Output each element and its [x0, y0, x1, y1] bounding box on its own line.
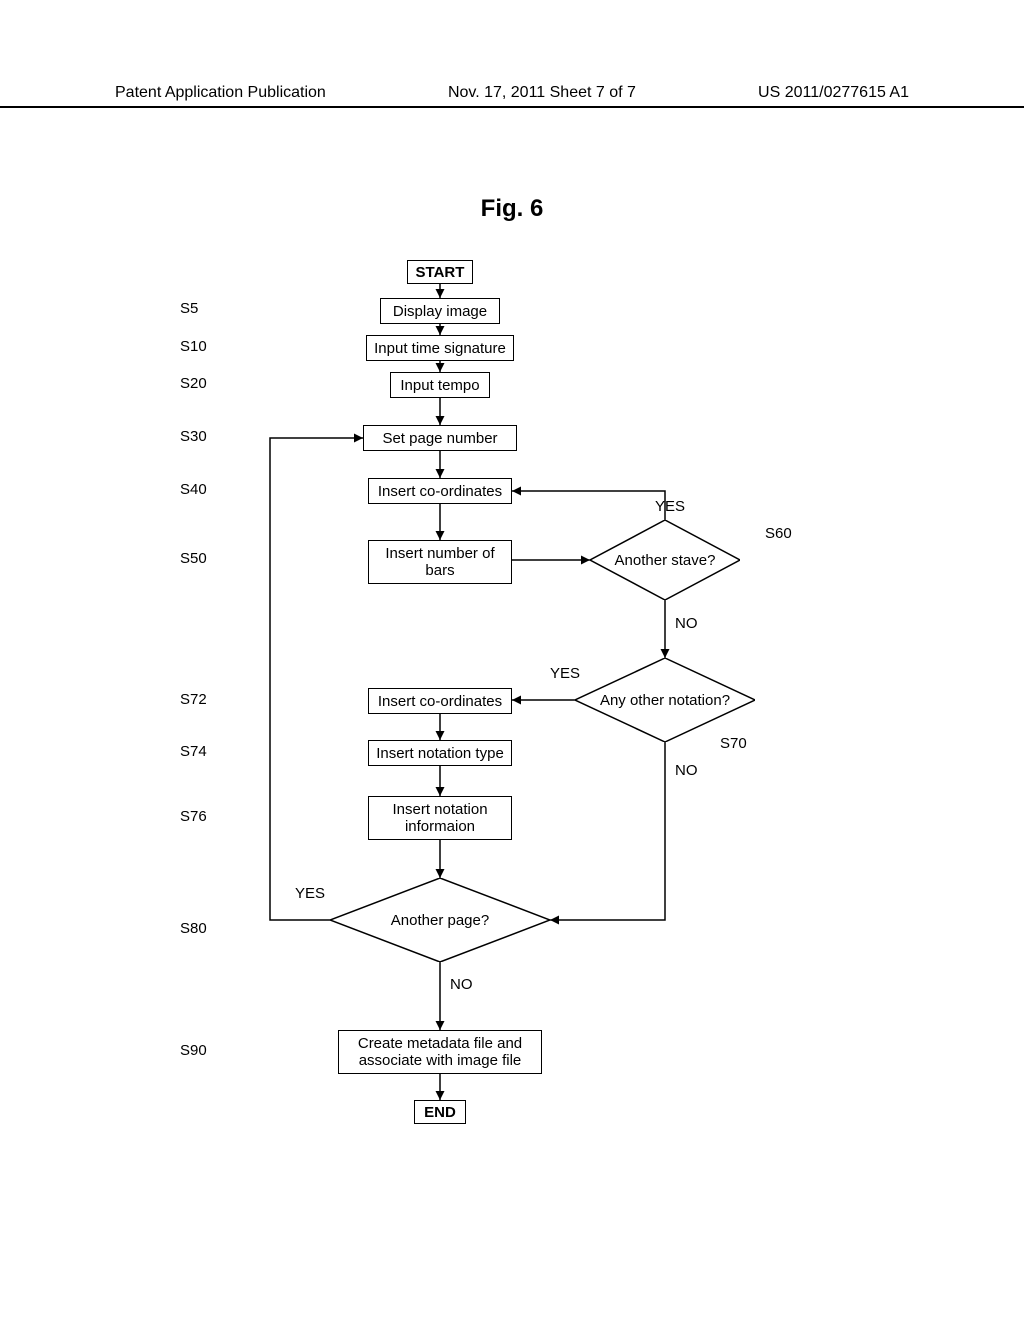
label-s72: S72: [180, 691, 207, 708]
node-s40: Insert co-ordinates: [368, 478, 512, 504]
label-s80: S80: [180, 920, 207, 937]
flowchart: START Display image Input time signature…: [100, 260, 880, 1200]
label-s50: S50: [180, 550, 207, 567]
node-s74: Insert notation type: [368, 740, 512, 766]
header-right: US 2011/0277615 A1: [758, 84, 909, 102]
header-left: Patent Application Publication: [115, 84, 326, 102]
s70-yes: YES: [550, 665, 580, 682]
label-s60: S60: [765, 525, 792, 542]
label-s90: S90: [180, 1042, 207, 1059]
decision-s80-text: Another page?: [391, 912, 489, 929]
s80-no: NO: [450, 976, 473, 993]
label-s20: S20: [180, 375, 207, 392]
decision-s70-text: Any other notation?: [600, 692, 730, 709]
header-mid: Nov. 17, 2011 Sheet 7 of 7: [448, 84, 636, 102]
decision-s80: Another page?: [330, 878, 550, 962]
label-s10: S10: [180, 338, 207, 355]
node-start: START: [407, 260, 473, 284]
decision-s70: Any other notation?: [575, 658, 755, 742]
node-s72: Insert co-ordinates: [368, 688, 512, 714]
page-header: Patent Application Publication Nov. 17, …: [0, 84, 1024, 108]
figure-title: Fig. 6: [0, 195, 1024, 223]
node-s10: Input time signature: [366, 335, 514, 361]
label-s76: S76: [180, 808, 207, 825]
s60-yes: YES: [655, 498, 685, 515]
node-s20: Input tempo: [390, 372, 490, 398]
node-s90: Create metadata file and associate with …: [338, 1030, 542, 1074]
label-s74: S74: [180, 743, 207, 760]
label-s70: S70: [720, 735, 747, 752]
s80-yes: YES: [295, 885, 325, 902]
label-s30: S30: [180, 428, 207, 445]
decision-s60-text: Another stave?: [615, 552, 716, 569]
decision-s60: Another stave?: [590, 520, 740, 600]
node-s76: Insert notation informaion: [368, 796, 512, 840]
label-s5: S5: [180, 300, 198, 317]
label-s40: S40: [180, 481, 207, 498]
node-s50: Insert number of bars: [368, 540, 512, 584]
s60-no: NO: [675, 615, 698, 632]
node-end: END: [414, 1100, 466, 1124]
node-s5: Display image: [380, 298, 500, 324]
s70-no: NO: [675, 762, 698, 779]
node-s30: Set page number: [363, 425, 517, 451]
